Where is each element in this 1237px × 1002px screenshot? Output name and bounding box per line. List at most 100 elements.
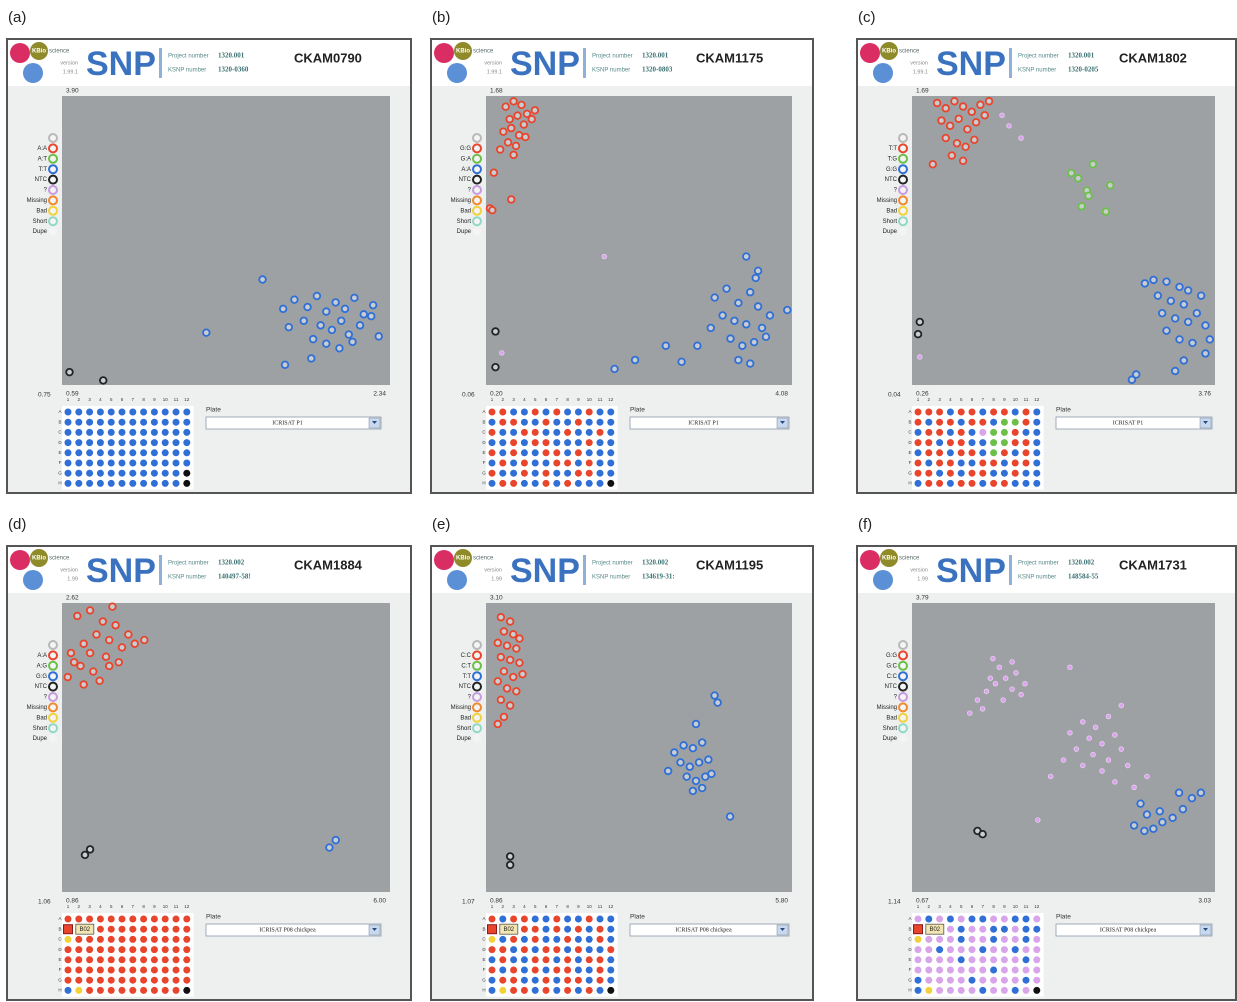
data-point xyxy=(1153,291,1163,300)
well xyxy=(172,946,180,954)
well xyxy=(585,976,593,984)
data-point xyxy=(1090,751,1096,758)
legend-swatch xyxy=(472,681,482,692)
legend-swatch xyxy=(472,692,482,702)
well xyxy=(1022,935,1030,943)
well xyxy=(520,459,528,467)
legend-label: Missing xyxy=(877,705,897,711)
well xyxy=(150,469,158,477)
well xyxy=(1011,449,1019,457)
panel: KBio science version 1.99 SNP Project number 1… xyxy=(430,545,814,1001)
plate-col: 9 xyxy=(577,397,580,402)
plate-col: 1 xyxy=(67,397,70,402)
well xyxy=(607,986,615,994)
well xyxy=(1000,469,1008,477)
well xyxy=(914,428,922,436)
well xyxy=(510,428,518,436)
well xyxy=(118,439,126,447)
data-point xyxy=(1106,181,1115,190)
legend-swatch xyxy=(898,205,908,216)
plate-col: 5 xyxy=(534,904,537,909)
plate-dropdown[interactable]: ICRISAT P1 xyxy=(205,416,382,430)
plate-dropdown[interactable]: ICRISAT P08 chickpea xyxy=(629,923,790,937)
well xyxy=(968,428,976,436)
plate-row: C xyxy=(908,430,912,435)
well xyxy=(510,986,518,994)
well xyxy=(96,469,104,477)
data-point xyxy=(325,843,334,852)
data-point xyxy=(970,135,979,144)
plate-dropdown[interactable]: ICRISAT P08 chickpea xyxy=(1055,923,1213,937)
well xyxy=(488,428,496,436)
plate-col: 5 xyxy=(110,397,113,402)
plate-dropdown[interactable]: ICRISAT P1 xyxy=(1055,416,1213,430)
data-point xyxy=(130,639,139,648)
data-point xyxy=(1018,135,1024,141)
logo-dot xyxy=(434,43,454,63)
well xyxy=(150,479,158,487)
data-point xyxy=(327,325,337,335)
data-point xyxy=(979,706,986,712)
data-point xyxy=(114,658,123,667)
data-point xyxy=(493,638,502,648)
data-point xyxy=(140,635,149,645)
well xyxy=(553,976,561,984)
data-point xyxy=(99,376,108,385)
legend-swatch xyxy=(898,660,908,671)
legend-swatch xyxy=(49,734,57,743)
well xyxy=(585,408,593,416)
well xyxy=(129,966,137,974)
data-point xyxy=(725,812,735,821)
plate-dropdown[interactable]: ICRISAT P08 chickpea xyxy=(205,923,382,937)
well xyxy=(607,408,615,416)
well xyxy=(531,935,539,943)
logo-bar xyxy=(583,555,586,585)
well xyxy=(75,966,83,974)
logo-bar xyxy=(1009,555,1012,585)
data-point xyxy=(312,291,322,301)
well xyxy=(596,418,604,426)
well xyxy=(520,428,528,436)
well xyxy=(946,418,954,426)
data-point xyxy=(1192,308,1202,318)
plate-col: 3 xyxy=(938,397,941,402)
well xyxy=(140,408,148,416)
data-point xyxy=(915,317,924,327)
legend-label: Bad xyxy=(460,208,471,214)
well xyxy=(1033,439,1041,447)
well xyxy=(607,418,615,426)
legend-swatch xyxy=(472,164,482,175)
well xyxy=(520,966,528,974)
data-point xyxy=(1006,123,1012,129)
well xyxy=(564,408,572,416)
well xyxy=(946,915,954,923)
data-point xyxy=(1112,732,1118,738)
plate-col: 6 xyxy=(971,904,974,909)
plate-row: A xyxy=(482,916,485,921)
plate-col: 12 xyxy=(184,397,190,402)
header xyxy=(858,547,1235,593)
well xyxy=(585,479,593,487)
legend-label: Short xyxy=(33,219,48,225)
well xyxy=(990,925,998,933)
data-point xyxy=(499,712,509,722)
well xyxy=(520,469,528,477)
data-point xyxy=(734,298,743,308)
plate-row: F xyxy=(483,460,486,465)
plate-dropdown[interactable]: ICRISAT P1 xyxy=(629,416,790,430)
well xyxy=(968,408,976,416)
well xyxy=(553,915,561,923)
legend-label: C:C xyxy=(461,653,472,659)
plate-row: C xyxy=(908,937,912,942)
well xyxy=(64,946,72,954)
well xyxy=(86,915,94,923)
well xyxy=(585,986,593,994)
legend-swatch xyxy=(48,650,58,661)
well xyxy=(96,439,104,447)
well xyxy=(574,479,582,487)
data-point xyxy=(694,758,704,767)
data-point xyxy=(947,151,957,160)
plate-col: 2 xyxy=(928,397,931,402)
legend-swatch xyxy=(472,650,482,661)
legend-swatch xyxy=(48,692,58,702)
